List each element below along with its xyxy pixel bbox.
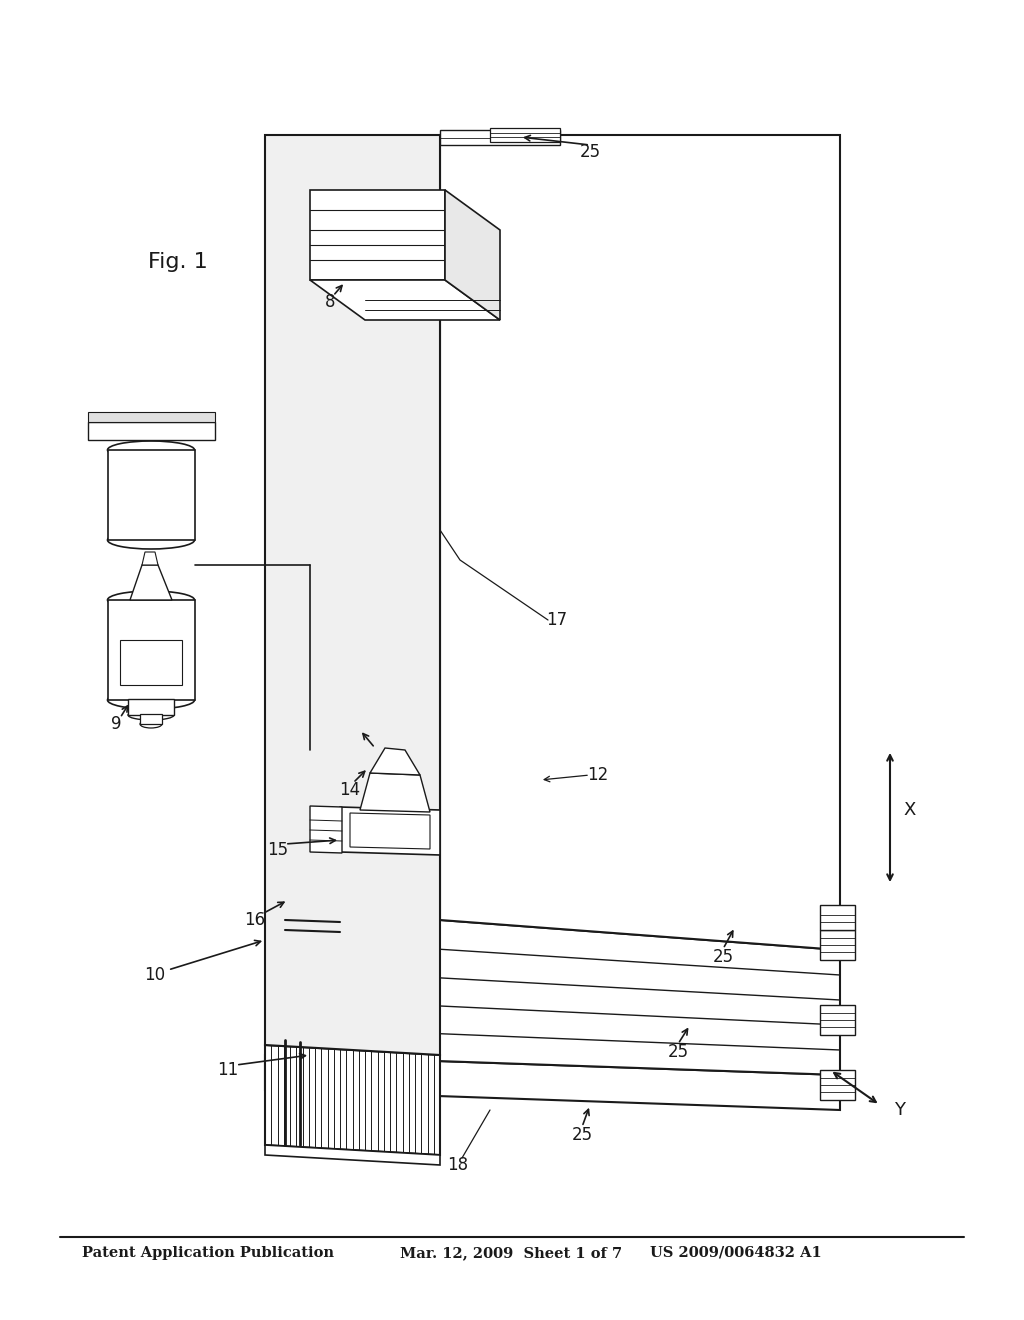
Polygon shape [140, 714, 162, 723]
Polygon shape [820, 1071, 855, 1100]
Text: X: X [904, 801, 916, 818]
Polygon shape [108, 601, 195, 700]
Polygon shape [265, 1055, 840, 1110]
Text: 9: 9 [111, 715, 121, 733]
Text: 16: 16 [245, 911, 265, 929]
Polygon shape [350, 813, 430, 849]
Polygon shape [88, 412, 215, 422]
Text: 12: 12 [588, 766, 608, 784]
Text: Mar. 12, 2009  Sheet 1 of 7: Mar. 12, 2009 Sheet 1 of 7 [400, 1246, 623, 1261]
Polygon shape [440, 135, 840, 950]
Text: 25: 25 [713, 948, 733, 966]
Polygon shape [130, 565, 172, 601]
Ellipse shape [108, 591, 195, 609]
Text: 14: 14 [339, 781, 360, 799]
Text: 8: 8 [325, 293, 335, 312]
Polygon shape [88, 422, 215, 440]
Ellipse shape [108, 441, 195, 459]
Ellipse shape [140, 719, 162, 729]
Polygon shape [142, 552, 158, 565]
Polygon shape [445, 190, 500, 319]
Polygon shape [820, 906, 855, 931]
Polygon shape [820, 1005, 855, 1035]
Text: 10: 10 [144, 966, 166, 983]
Polygon shape [120, 640, 182, 685]
Polygon shape [310, 807, 342, 853]
Polygon shape [265, 1045, 440, 1155]
Polygon shape [340, 807, 440, 855]
Text: 18: 18 [447, 1156, 469, 1173]
Ellipse shape [128, 710, 174, 719]
Polygon shape [265, 1144, 440, 1166]
Text: 11: 11 [217, 1061, 239, 1078]
Text: 25: 25 [668, 1043, 688, 1061]
Ellipse shape [108, 690, 195, 709]
Polygon shape [265, 920, 840, 1074]
Polygon shape [440, 129, 560, 145]
Polygon shape [820, 931, 855, 960]
Polygon shape [108, 450, 195, 540]
Polygon shape [490, 128, 560, 143]
Text: Fig. 1: Fig. 1 [148, 252, 208, 272]
Text: Y: Y [895, 1101, 905, 1119]
Polygon shape [310, 280, 500, 319]
Text: Patent Application Publication: Patent Application Publication [82, 1246, 334, 1261]
Polygon shape [360, 774, 430, 812]
Text: 15: 15 [267, 841, 289, 859]
Polygon shape [265, 135, 440, 1055]
Ellipse shape [108, 531, 195, 549]
Polygon shape [310, 190, 445, 280]
Text: 25: 25 [571, 1126, 593, 1144]
Text: 17: 17 [547, 611, 567, 630]
Text: US 2009/0064832 A1: US 2009/0064832 A1 [650, 1246, 821, 1261]
Text: 25: 25 [580, 143, 600, 161]
Polygon shape [370, 748, 420, 775]
Polygon shape [128, 700, 174, 715]
